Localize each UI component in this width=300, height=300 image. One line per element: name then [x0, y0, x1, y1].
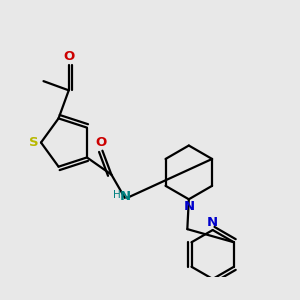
- Text: N: N: [120, 190, 131, 203]
- Text: S: S: [29, 136, 38, 149]
- Text: H: H: [112, 190, 120, 200]
- Text: N: N: [183, 200, 194, 213]
- Text: O: O: [95, 136, 106, 149]
- Text: O: O: [63, 50, 74, 63]
- Text: N: N: [207, 216, 218, 229]
